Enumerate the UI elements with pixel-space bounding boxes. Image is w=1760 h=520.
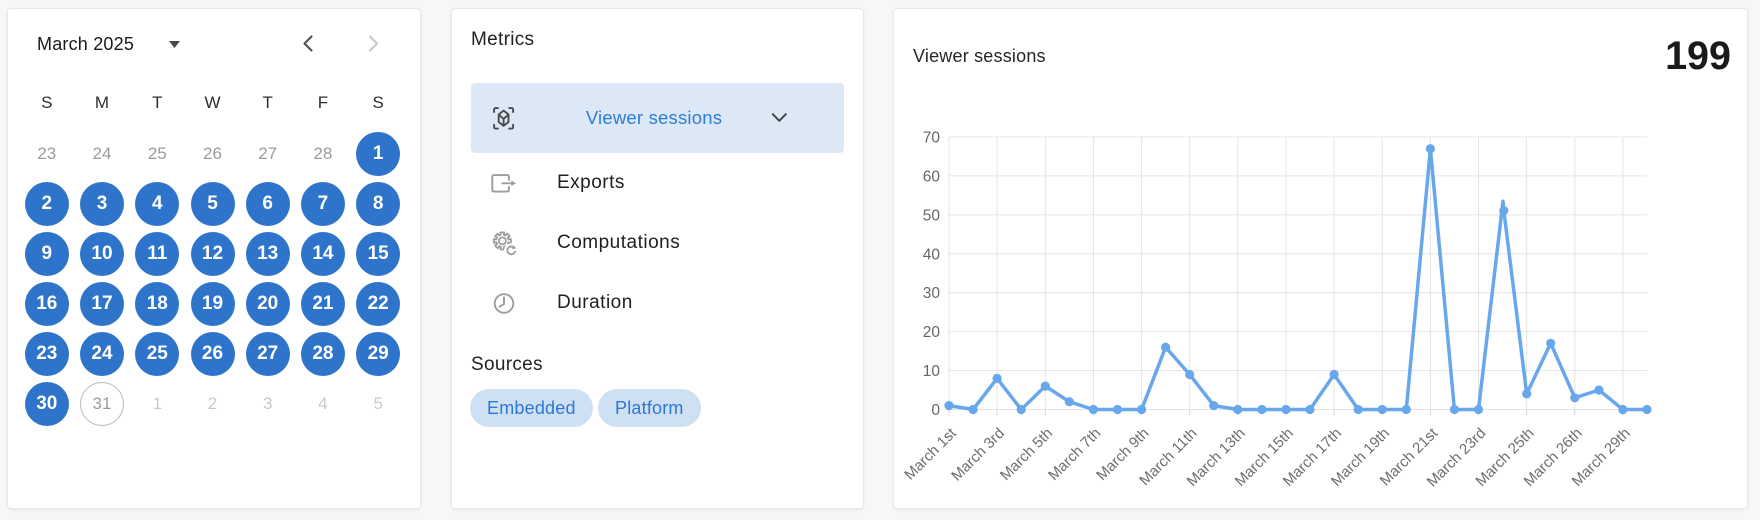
svg-text:10: 10 bbox=[923, 363, 941, 380]
svg-text:March 3rd: March 3rd bbox=[948, 425, 1008, 485]
svg-text:20: 20 bbox=[923, 324, 941, 341]
svg-text:70: 70 bbox=[923, 130, 941, 147]
svg-text:60: 60 bbox=[923, 168, 941, 185]
svg-text:40: 40 bbox=[923, 246, 941, 263]
svg-text:0: 0 bbox=[931, 402, 940, 419]
svg-text:30: 30 bbox=[923, 285, 941, 302]
svg-text:50: 50 bbox=[923, 207, 941, 224]
